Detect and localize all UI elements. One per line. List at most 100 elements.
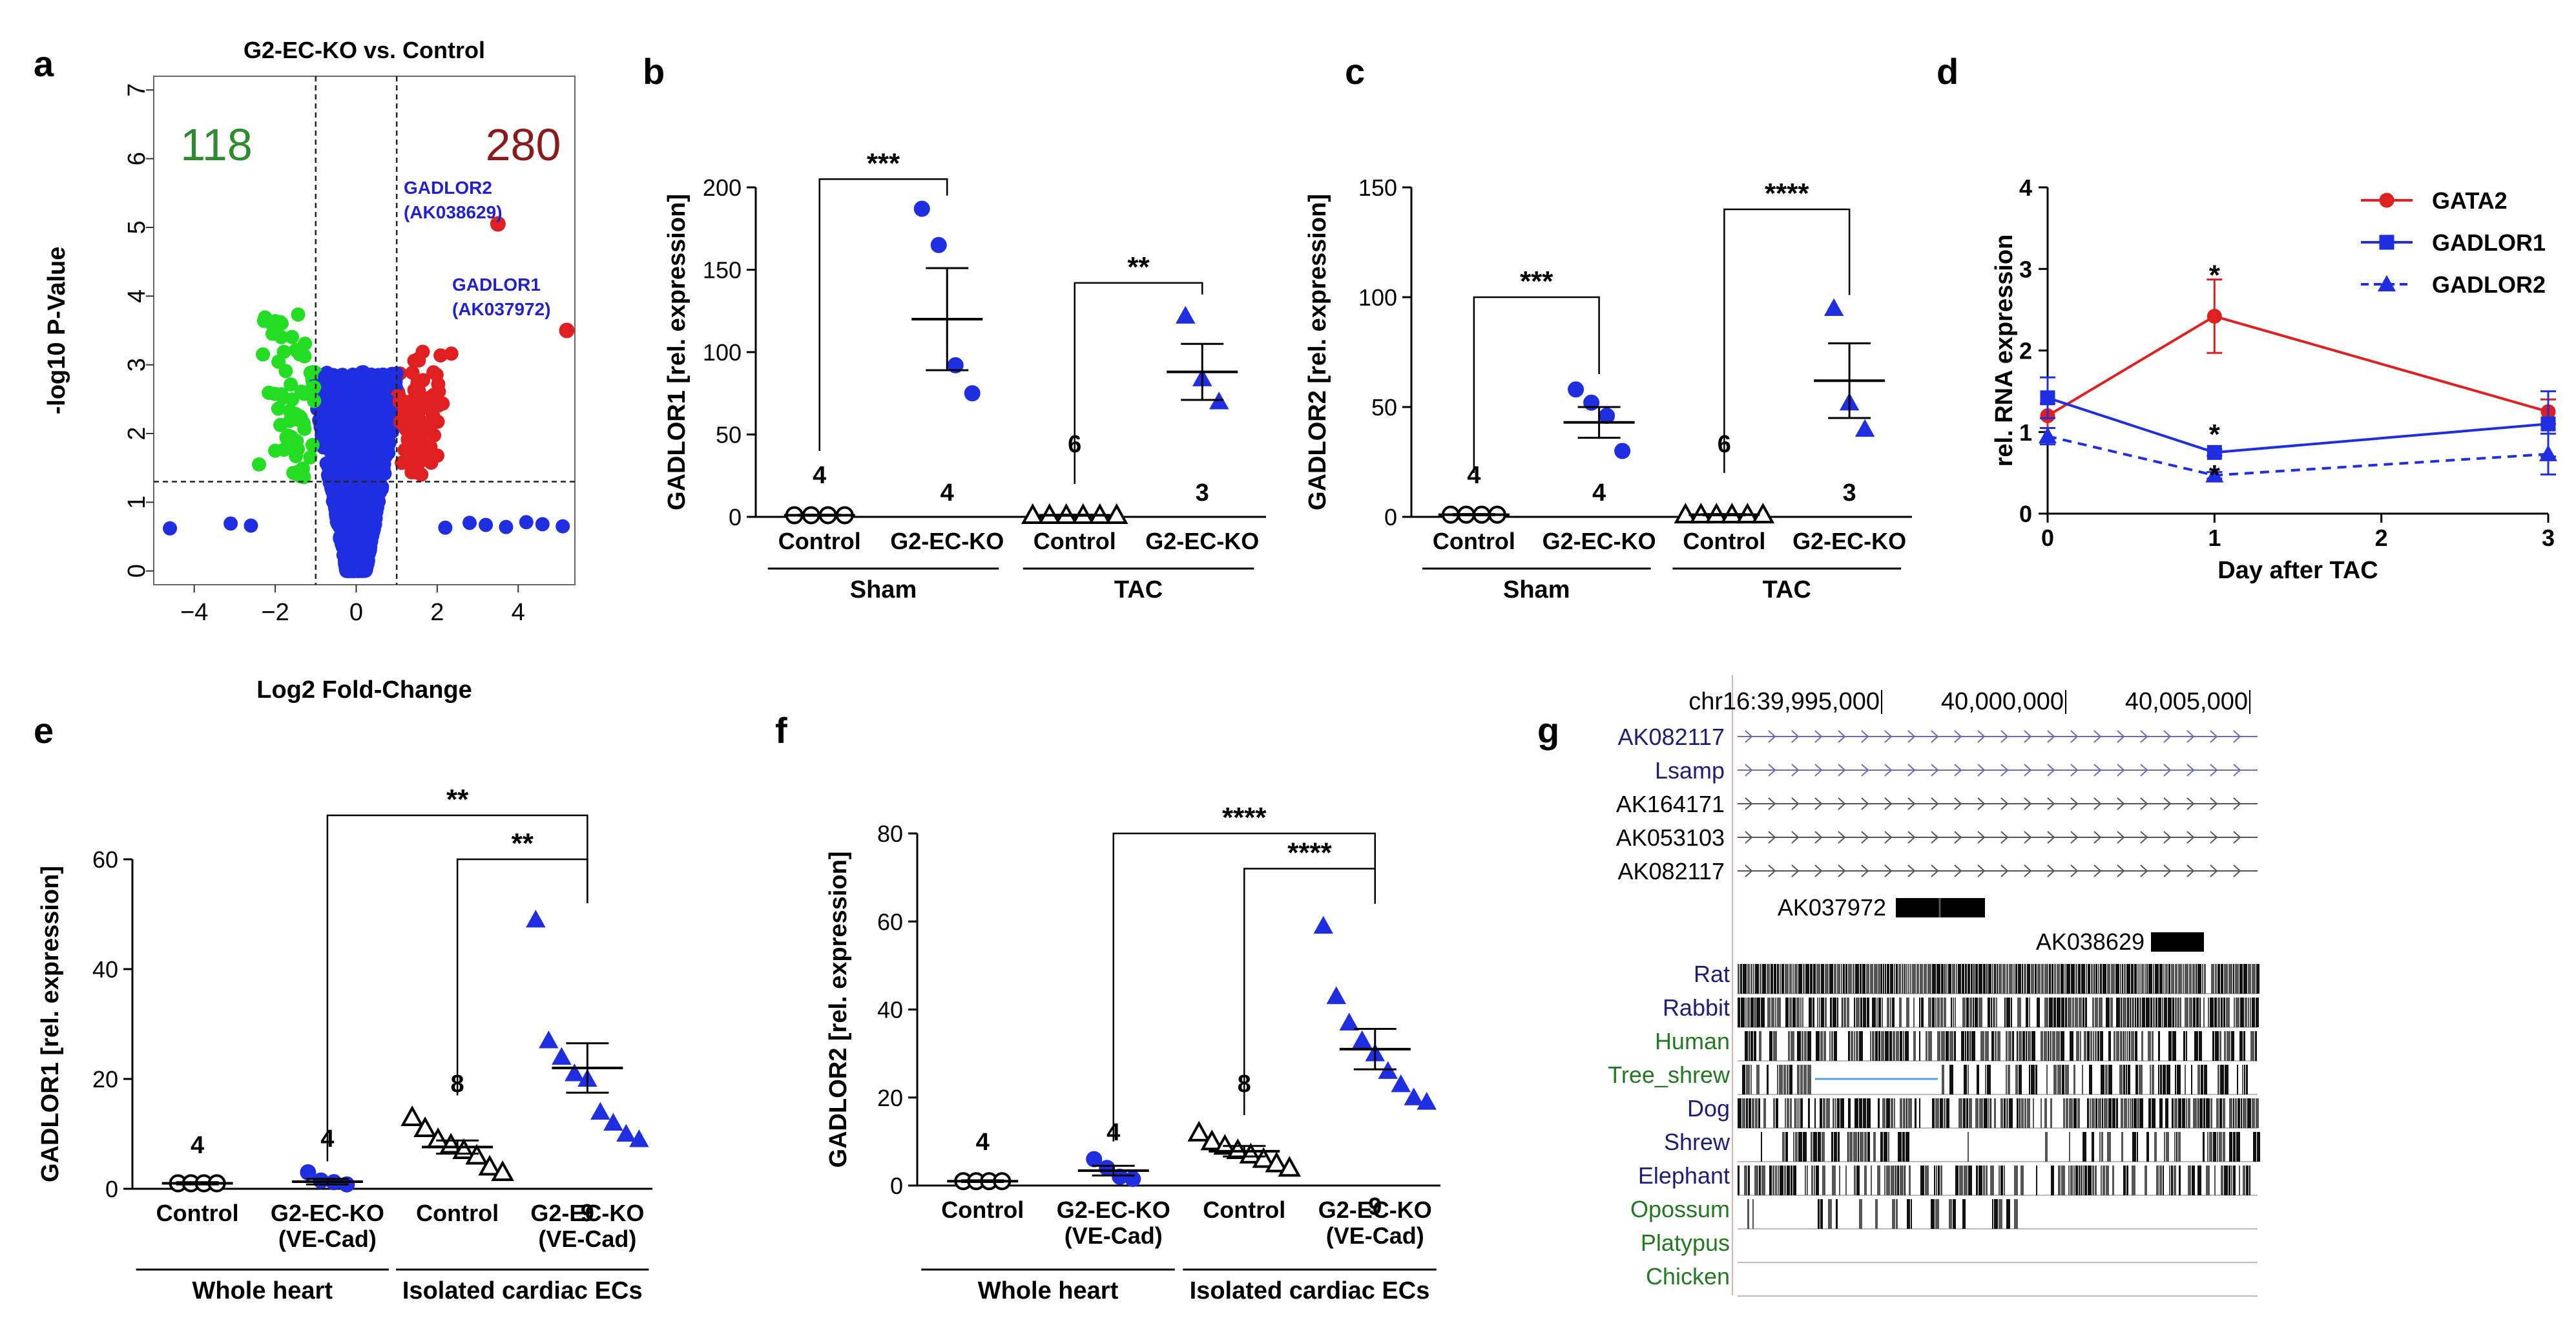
conservation-bar [2017,1098,2019,1128]
conservation-bar [2035,964,2037,994]
conservation-bar [2100,964,2102,994]
track-strand-arrow [2233,864,2241,877]
conservation-bar [1975,1098,1979,1128]
track-strand-arrow [2070,730,2079,743]
track-strand-arrow [2024,730,2032,743]
conservation-bar [2233,1132,2236,1162]
conservation-bar [2220,1065,2224,1094]
conservation-bar [1747,998,1750,1027]
conservation-bar [2231,1166,2232,1195]
conservation-bar [1911,1199,1912,1229]
category-label: (VE-Cad) [538,1226,636,1252]
conservation-bar [1927,964,1931,994]
conservation-bar [2209,1132,2212,1162]
conservation-bar [2178,1098,2181,1128]
conservation-bar [1975,964,1978,994]
track-strand-arrow [2047,797,2055,810]
legend-label: GADLOR1 [2432,229,2546,256]
y-tick-label: 2 [2019,338,2032,364]
species-label: Dog [1687,1095,1730,1122]
conservation-bar [2137,964,2139,994]
conservation-bar [1780,964,1781,994]
conservation-bar [1795,1132,1798,1162]
track-strand-arrow [1861,864,1869,877]
conservation-bar [1773,1031,1777,1061]
data-point-down [291,307,306,322]
conservation-bar [2203,998,2205,1027]
conservation-bar [2090,1031,2092,1061]
data-point-ns [337,494,352,508]
conservation-bar [1838,1132,1840,1162]
conservation-bar [1921,998,1924,1027]
conservation-bar [2192,964,2195,994]
conservation-bar [1860,1132,1864,1162]
x-tick-label: 4 [512,599,525,626]
conservation-bar [1976,1166,1978,1195]
track-strand-arrow [1931,864,1939,877]
conservation-bar [1958,964,1961,994]
data-point-ns [223,516,238,531]
conservation-bar [2044,964,2048,994]
conservation-bar [1807,1166,1808,1195]
conservation-bar [2100,1031,2103,1061]
conservation-bar [1746,1065,1750,1094]
conservation-bar [1761,998,1765,1027]
species-label: Shrew [1664,1129,1730,1155]
conservation-bar [2006,1031,2008,1061]
conservation-bar [1924,964,1927,994]
track-strand-arrow [2186,797,2195,810]
conservation-bar [2101,1132,2103,1162]
genome-browser: chr16:39,995,000 40,000,000 40,005,000 AK08… [1608,675,2260,1297]
conservation-bar [1807,1065,1811,1094]
conservation-bar [1898,1132,1902,1162]
conservation-bar [2153,964,2154,994]
conservation-bar [2236,1132,2240,1162]
conservation-bar [1920,1166,1924,1195]
conservation-bar [1785,964,1789,994]
category-label: Control [156,1200,239,1226]
conservation-bar [2031,1065,2035,1094]
conservation-bar [1931,1199,1935,1229]
conservation-bar [1884,1166,1885,1195]
conservation-bar [1875,1031,1878,1061]
conservation-bar [1961,1031,1964,1061]
track-strand-arrow [2070,797,2079,810]
conservation-bar [1913,1031,1916,1061]
data-point-ns [338,556,353,571]
conservation-bar [1968,1132,1969,1162]
track-strand-arrow [2024,831,2032,844]
data-point [1352,1030,1372,1049]
conservation-bar [2246,1065,2248,1094]
conservation-bar [2108,1065,2112,1094]
conservation-bar [1994,964,1996,994]
conservation-bar [1748,1166,1750,1195]
track-strand-arrow [1861,831,1869,844]
conservation-bar [1819,998,1820,1027]
track-strand-arrow [2117,730,2125,743]
track-strand-arrow [1838,797,1846,810]
conservation-bar [2092,1132,2094,1162]
conservation-bar [1986,1166,1988,1195]
conservation-bar [2087,1031,2090,1061]
y-tick-label: 40 [92,956,118,983]
conservation-bar [1771,998,1774,1027]
track-strand-arrow [1931,831,1939,844]
data-point-ns [335,368,350,382]
conservation-bar [2099,1132,2101,1162]
track-strand-arrow [1814,764,1823,777]
y-tick-label: 0 [105,1176,118,1202]
conservation-bar [2148,1098,2151,1128]
y-tick-label: 60 [877,908,903,935]
conservation-bar [1999,1166,2000,1195]
conservation-bar [2182,1098,2185,1128]
data-point-up [410,376,425,391]
conservation-bar [2008,1031,2011,1061]
conservation-bar [2009,964,2013,994]
conservation-bar [1944,998,1946,1027]
conservation-bar [1753,964,1754,994]
data-point-up [431,377,446,392]
data-point-ns [163,521,178,536]
track-strand-arrow [2163,764,2172,777]
group-label: Whole heart [192,1277,333,1304]
conservation-bar [2116,1098,2118,1128]
